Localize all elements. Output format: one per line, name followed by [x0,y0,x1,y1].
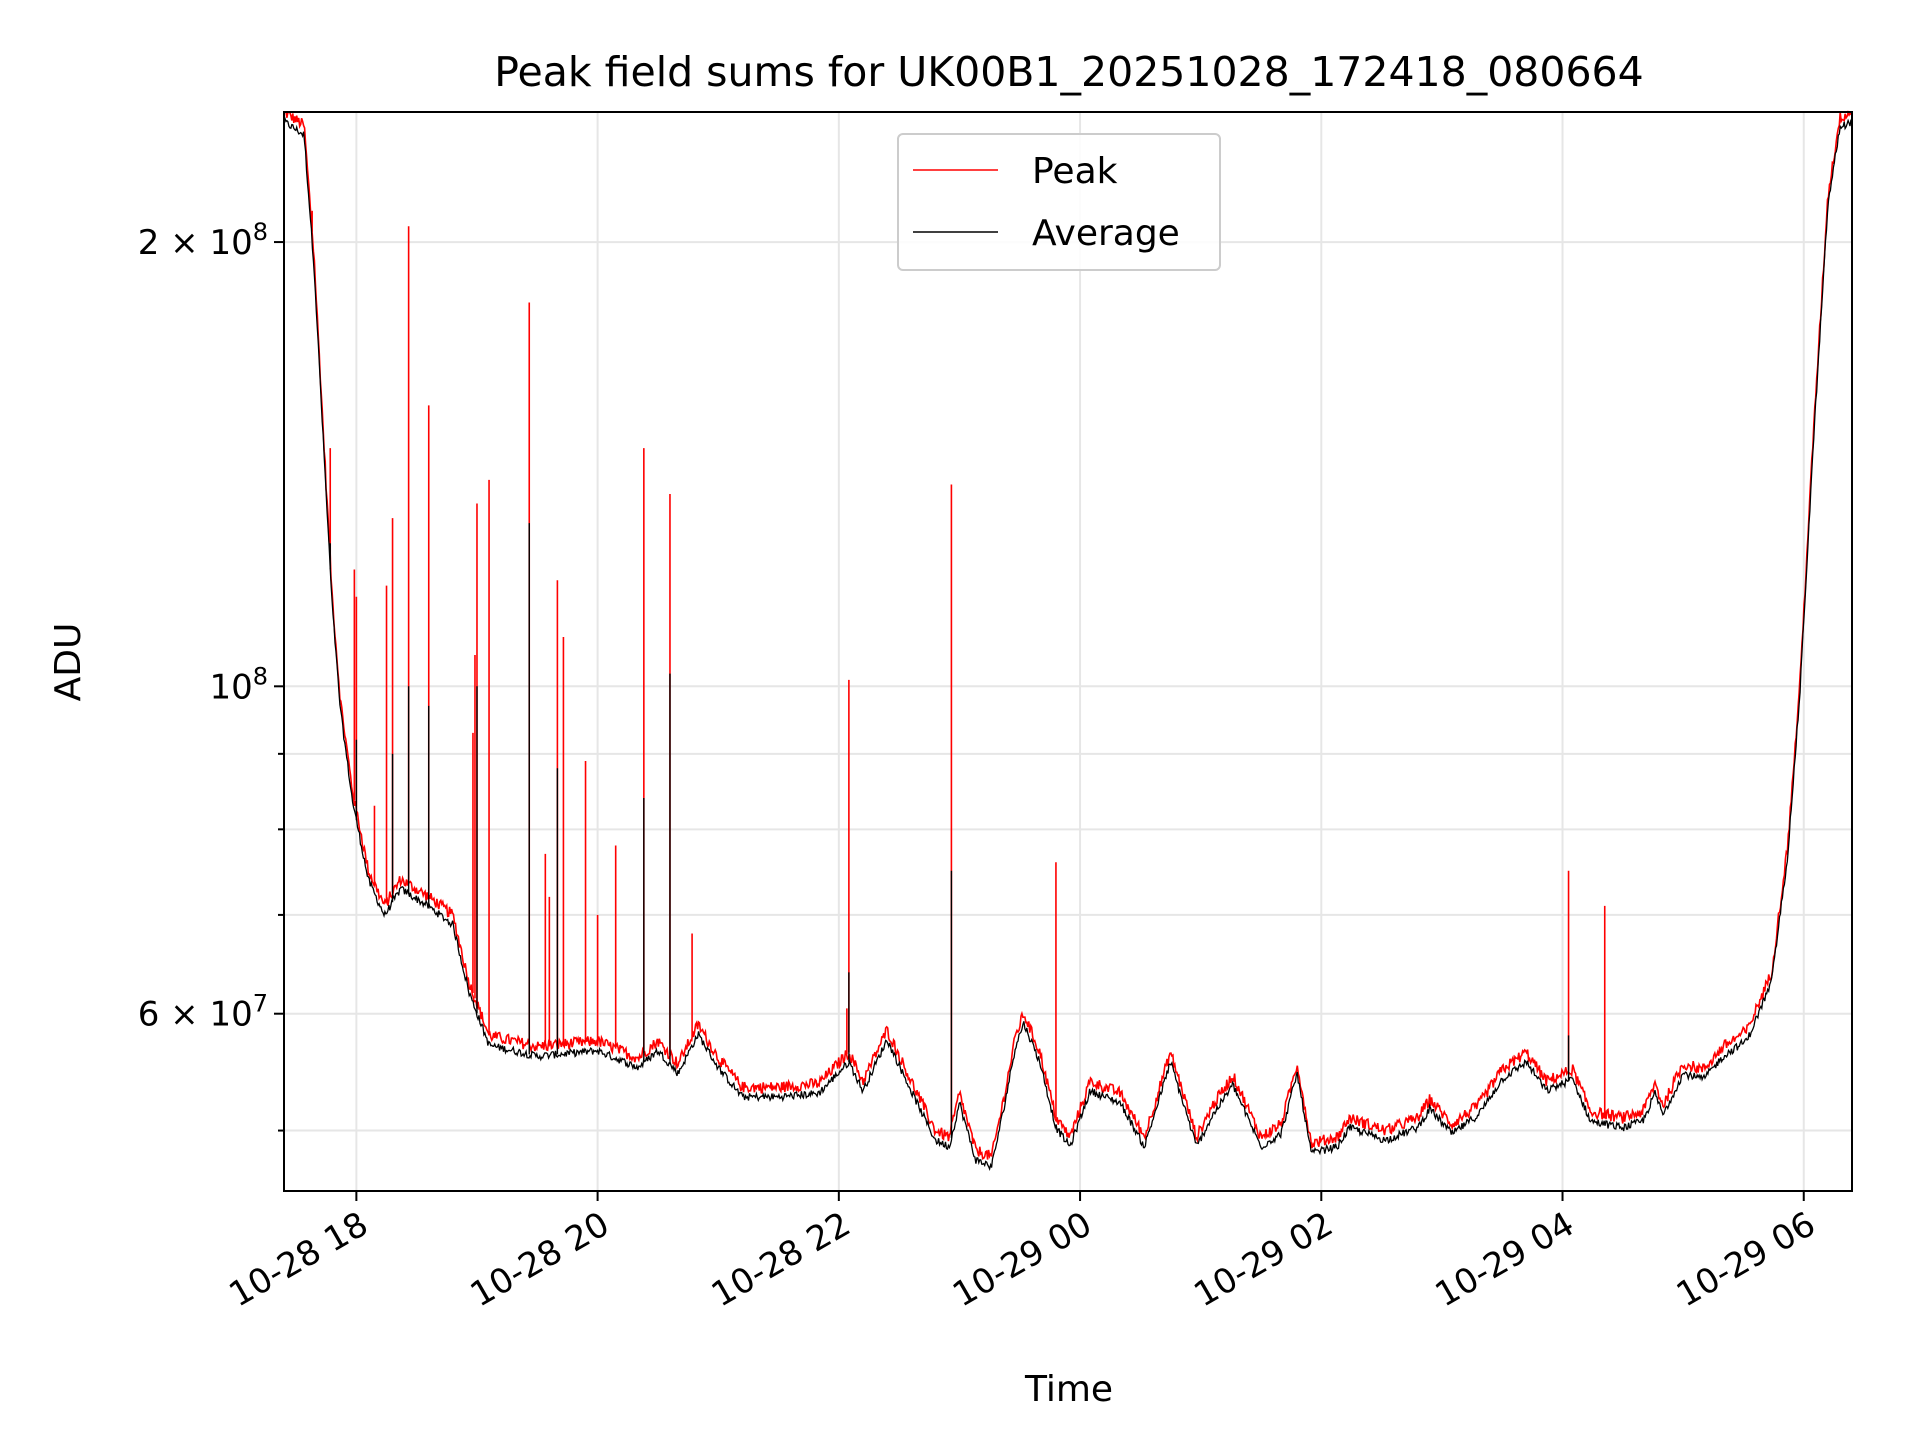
x-tick-label: 10-28 20 [464,1204,616,1315]
legend: Peak Average [897,133,1221,271]
x-axis-label: Time [1024,1369,1113,1410]
legend-label: Average [1032,213,1180,254]
x-tick-label: 10-29 02 [1187,1204,1339,1315]
x-tick-label: 10-29 00 [946,1204,1098,1315]
x-tick-label: 10-28 22 [705,1204,857,1315]
legend-box [897,133,1221,271]
legend-label: Peak [1032,151,1118,192]
y-tick-label: 6 × 107 [138,990,268,1035]
x-tick-label: 10-29 06 [1670,1204,1822,1315]
y-tick-label: 108 [209,662,268,707]
grid [284,112,1852,1191]
plot-area-frame [283,111,1853,1192]
series-layer [283,110,1853,1171]
chart-title: Peak field sums for UK00B1_20251028_1724… [494,48,1643,96]
x-tick-label: 10-29 04 [1429,1204,1581,1315]
x-tick-label: 10-28 18 [222,1204,374,1315]
series-average-line [283,115,1853,1171]
y-axis-label: ADU [48,623,89,702]
y-tick-label: 2 × 108 [138,218,268,263]
